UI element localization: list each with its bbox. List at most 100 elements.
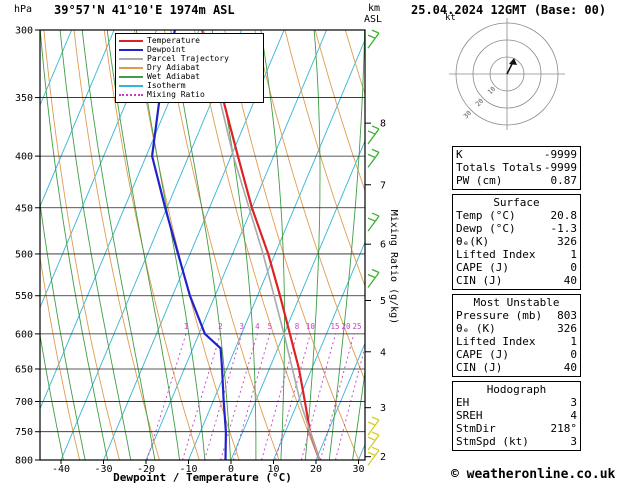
- stat-label: EH: [456, 396, 470, 409]
- wind-barb: [367, 431, 380, 451]
- legend-item-label: Isotherm: [147, 80, 186, 90]
- stat-value: 326: [557, 322, 577, 335]
- most-unstable-box: Most Unstable Pressure (mb) 803 θₑ (K) 3…: [452, 294, 581, 377]
- legend-item-label: Dewpoint: [147, 44, 186, 54]
- stat-value: 803: [557, 309, 577, 322]
- legend-item-dewpoint: Dewpoint: [119, 45, 260, 54]
- series-parcel-trajectory: [202, 30, 321, 460]
- surface-box: Surface Temp (°C) 20.8 Dewp (°C) -1.3 θₑ…: [452, 194, 581, 290]
- stats-panel: K -9999 Totals Totals -9999 PW (cm) 0.87…: [452, 146, 581, 455]
- pressure-tick-label: 600: [15, 329, 33, 340]
- legend-box: Temperature Dewpoint Parcel Trajectory D…: [115, 33, 264, 103]
- pressure-tick-label: 400: [15, 152, 33, 163]
- pressure-tick-label: 700: [15, 397, 33, 408]
- plot-border: [39, 29, 366, 461]
- mixing-ratio-value-label: 20: [341, 322, 351, 331]
- pressure-tick-label: 800: [15, 456, 33, 467]
- stat-label: Temp (°C): [456, 209, 516, 222]
- legend-item-label: Parcel Trajectory: [147, 53, 229, 63]
- stat-row: EH 3: [456, 396, 577, 409]
- pressure-tick-label: 300: [15, 26, 33, 37]
- stat-row: K -9999: [456, 148, 577, 161]
- stat-value: 326: [557, 235, 577, 248]
- stat-row: Temp (°C) 20.8: [456, 209, 577, 222]
- altitude-tick-label: 6: [380, 240, 386, 251]
- altitude-unit-km-label: km: [368, 3, 381, 14]
- stat-row: SREH 4: [456, 409, 577, 422]
- stat-label: CIN (J): [456, 361, 503, 374]
- legend-item-isotherm: Isotherm: [119, 81, 260, 90]
- stat-row: Pressure (mb) 803: [456, 309, 577, 322]
- stat-row: StmDir 218°: [456, 422, 577, 435]
- most-unstable-box-title: Most Unstable: [473, 296, 560, 309]
- stat-value: -1.3: [550, 222, 578, 235]
- stat-label: Lifted Index: [456, 248, 536, 261]
- hodograph-arrowhead: [509, 58, 517, 65]
- legend-line-sample: [119, 48, 143, 51]
- stat-label: StmDir: [456, 422, 496, 435]
- temperature-tick-label: 30: [352, 464, 364, 475]
- copyright: © weatheronline.co.uk: [451, 467, 616, 482]
- temperature-tick-label: -40: [52, 464, 70, 475]
- wind-barb: [367, 268, 380, 288]
- stat-value: 0: [570, 348, 577, 361]
- hodograph-box: Hodograph EH 3 SREH 4 StmDir 218° StmSpd…: [452, 381, 581, 451]
- legend-line-sample: [119, 75, 143, 78]
- legend-item-wet-adiabat: Wet Adiabat: [119, 72, 260, 81]
- mixing-ratio-value-label: 1: [184, 322, 189, 331]
- stat-row: θₑ(K) 326: [456, 235, 577, 248]
- stat-value: -9999: [543, 148, 577, 161]
- legend-item-label: Temperature: [147, 35, 200, 45]
- stat-value: 40: [563, 274, 577, 287]
- wind-barb: [367, 148, 380, 168]
- stat-row: Lifted Index 1: [456, 248, 577, 261]
- stat-row: Totals Totals -9999: [456, 161, 577, 174]
- stat-row: CIN (J) 40: [456, 361, 577, 374]
- stat-label: Lifted Index: [456, 335, 536, 348]
- legend-item-mixing-ratio: Mixing Ratio: [119, 90, 260, 99]
- stat-row: Lifted Index 1: [456, 335, 577, 348]
- mixing-ratio-value-label: 25: [352, 322, 361, 331]
- wind-barb: [367, 29, 380, 49]
- stat-row: CAPE (J) 0: [456, 348, 577, 361]
- hodograph-box-title: Hodograph: [486, 383, 547, 396]
- stat-label: CIN (J): [456, 274, 503, 287]
- hodograph-unit-label: kt: [445, 13, 456, 23]
- mixing-ratio-labels: 1 2 3 4 5 8 10 15 20 25: [184, 322, 362, 331]
- stat-value: 0.87: [550, 174, 578, 187]
- temperature-tick-label: 0: [228, 464, 234, 475]
- altitude-tick-label: 3: [380, 403, 386, 414]
- stat-value: 3: [570, 396, 577, 409]
- stat-row: PW (cm) 0.87: [456, 174, 577, 187]
- surface-box-title: Surface: [493, 196, 540, 209]
- wind-barb: [367, 125, 380, 145]
- temperature-tick-label: 10: [267, 464, 279, 475]
- stat-value: 20.8: [550, 209, 578, 222]
- pressure-unit-label: hPa: [14, 4, 33, 15]
- hodograph-ring-label: 20: [474, 97, 485, 108]
- stat-value: 4: [570, 409, 577, 422]
- stat-row: CAPE (J) 0: [456, 261, 577, 274]
- stat-value: 3: [570, 435, 577, 448]
- altitude-tick-label: 4: [380, 347, 386, 358]
- hodograph-ring-label: 30: [462, 109, 473, 120]
- hodograph-ring-label: 10: [486, 85, 497, 96]
- temperature-tick-label: 20: [310, 464, 322, 475]
- stat-row: Dewp (°C) -1.3: [456, 222, 577, 235]
- stat-value: 0: [570, 261, 577, 274]
- legend-item-label: Mixing Ratio: [147, 89, 205, 99]
- pressure-tick-label: 500: [15, 249, 33, 260]
- stat-label: StmSpd (kt): [456, 435, 529, 448]
- stat-row: θₑ (K) 326: [456, 322, 577, 335]
- legend-item-label: Wet Adiabat: [147, 71, 200, 81]
- mixing-ratio-value-label: 5: [268, 322, 273, 331]
- wind-barb: [367, 446, 380, 466]
- altitude-tick-label: 5: [380, 296, 386, 307]
- pressure-tick-label: 450: [15, 203, 33, 214]
- stat-row: StmSpd (kt) 3: [456, 435, 577, 448]
- series-temperature: [201, 30, 321, 460]
- datetime-label: 25.04.2024 12GMT (Base: 00): [411, 3, 607, 17]
